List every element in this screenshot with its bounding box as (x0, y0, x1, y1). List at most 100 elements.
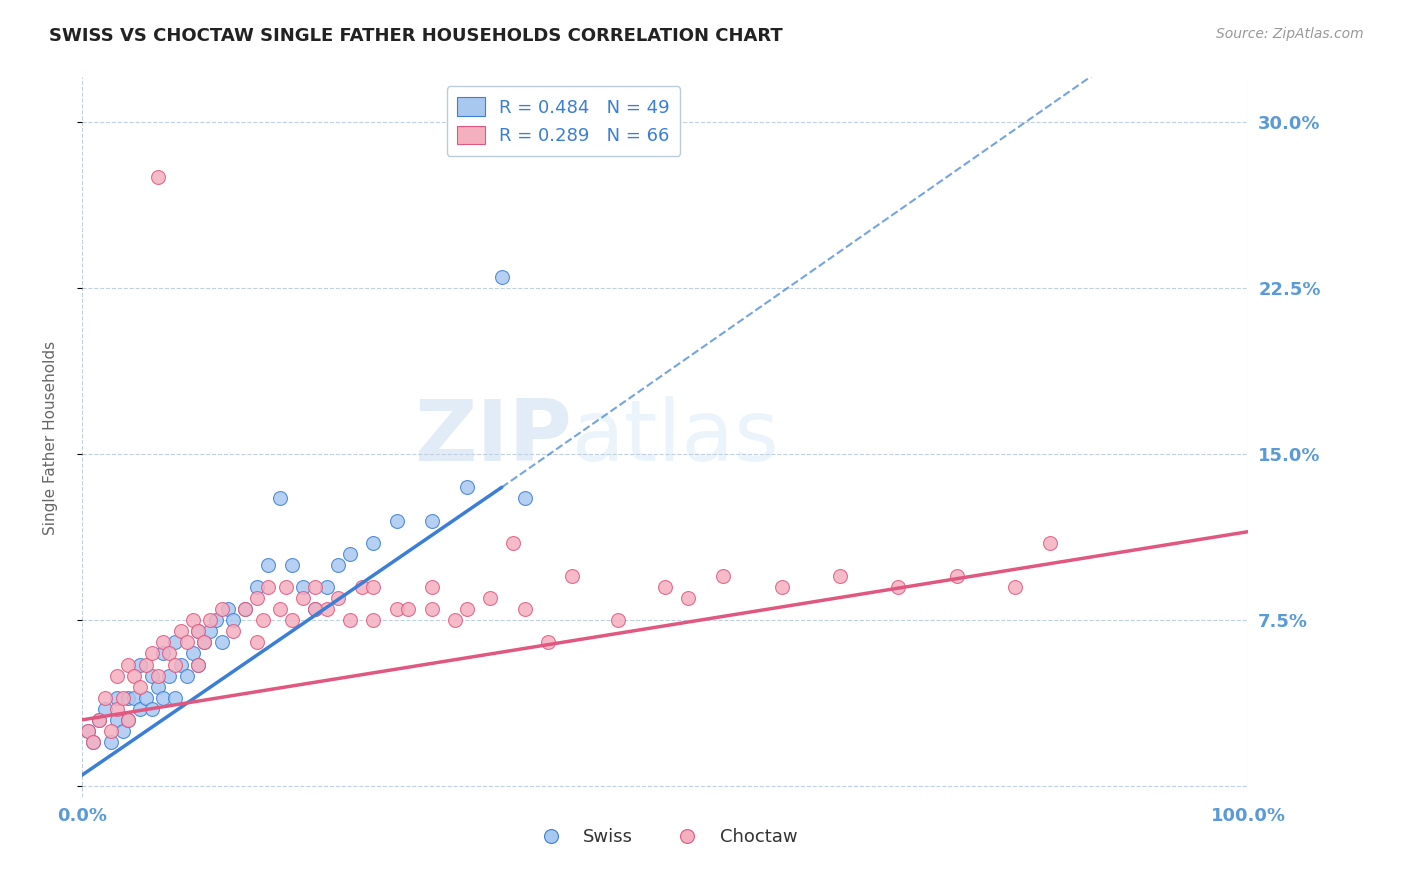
Point (537, 635, 560, 649)
Point (350, 580, 373, 594)
Point (257, 558, 280, 572)
Point (100, 735, 122, 749)
Point (339, 613, 361, 627)
Point (152, 690, 174, 705)
Point (82, 735, 104, 749)
Point (1004, 580, 1026, 594)
Point (181, 613, 204, 627)
Point (222, 624, 245, 639)
Point (146, 170, 169, 185)
Point (304, 602, 326, 616)
Point (887, 580, 910, 594)
Point (274, 580, 297, 594)
Point (193, 635, 215, 649)
Point (146, 668, 169, 682)
Point (105, 702, 128, 716)
Point (328, 558, 350, 572)
Point (385, 514, 408, 528)
Point (1039, 535, 1062, 549)
Point (129, 657, 152, 672)
Point (198, 624, 221, 639)
Point (205, 613, 228, 627)
Point (456, 480, 478, 494)
Point (117, 690, 139, 705)
Point (105, 713, 128, 727)
Point (193, 635, 215, 649)
Point (211, 635, 233, 649)
Point (117, 713, 139, 727)
Point (100, 723, 122, 738)
Point (315, 580, 337, 594)
Point (135, 690, 157, 705)
Point (122, 690, 145, 705)
Point (830, 569, 852, 583)
Point (607, 613, 630, 627)
Point (122, 668, 145, 682)
Point (363, 613, 385, 627)
Point (129, 702, 152, 716)
Point (170, 624, 193, 639)
Point (654, 580, 676, 594)
Point (187, 657, 209, 672)
Point (111, 723, 134, 738)
Point (252, 613, 274, 627)
Point (292, 580, 315, 594)
Y-axis label: Single Father Households: Single Father Households (44, 341, 58, 534)
Point (117, 713, 139, 727)
Point (111, 690, 134, 705)
Point (363, 580, 385, 594)
Text: Source: ZipAtlas.com: Source: ZipAtlas.com (1216, 27, 1364, 41)
Point (513, 602, 536, 616)
Point (385, 602, 408, 616)
Point (165, 657, 187, 672)
Point (76, 723, 98, 738)
Point (396, 602, 419, 616)
Point (165, 690, 187, 705)
Point (420, 514, 443, 528)
Text: SWISS VS CHOCTAW SINGLE FATHER HOUSEHOLDS CORRELATION CHART: SWISS VS CHOCTAW SINGLE FATHER HOUSEHOLD… (49, 27, 783, 45)
Point (211, 602, 233, 616)
Point (94, 702, 117, 716)
Point (152, 635, 174, 649)
Point (304, 602, 326, 616)
Point (170, 657, 193, 672)
Point (328, 591, 350, 605)
Point (94, 690, 117, 705)
Point (456, 602, 478, 616)
Point (76, 723, 98, 738)
Point (187, 657, 209, 672)
Point (678, 591, 700, 605)
Point (513, 491, 536, 506)
Point (491, 269, 513, 284)
Point (420, 602, 443, 616)
Point (187, 624, 209, 639)
Point (420, 580, 443, 594)
Point (292, 591, 315, 605)
Point (129, 680, 152, 694)
Point (141, 702, 163, 716)
Point (444, 613, 467, 627)
Point (269, 491, 291, 506)
Point (105, 668, 128, 682)
Point (713, 569, 735, 583)
Point (246, 635, 269, 649)
Point (187, 624, 209, 639)
Point (198, 613, 221, 627)
Point (304, 580, 326, 594)
Point (222, 613, 245, 627)
Point (82, 735, 104, 749)
Point (117, 657, 139, 672)
Point (181, 647, 204, 661)
Point (217, 602, 239, 616)
Point (233, 602, 256, 616)
Point (946, 569, 969, 583)
Point (146, 680, 169, 694)
Point (157, 647, 180, 661)
Point (363, 535, 385, 549)
Point (141, 647, 163, 661)
Point (105, 690, 128, 705)
Point (561, 569, 583, 583)
Point (176, 668, 198, 682)
Point (157, 668, 180, 682)
Point (281, 613, 304, 627)
